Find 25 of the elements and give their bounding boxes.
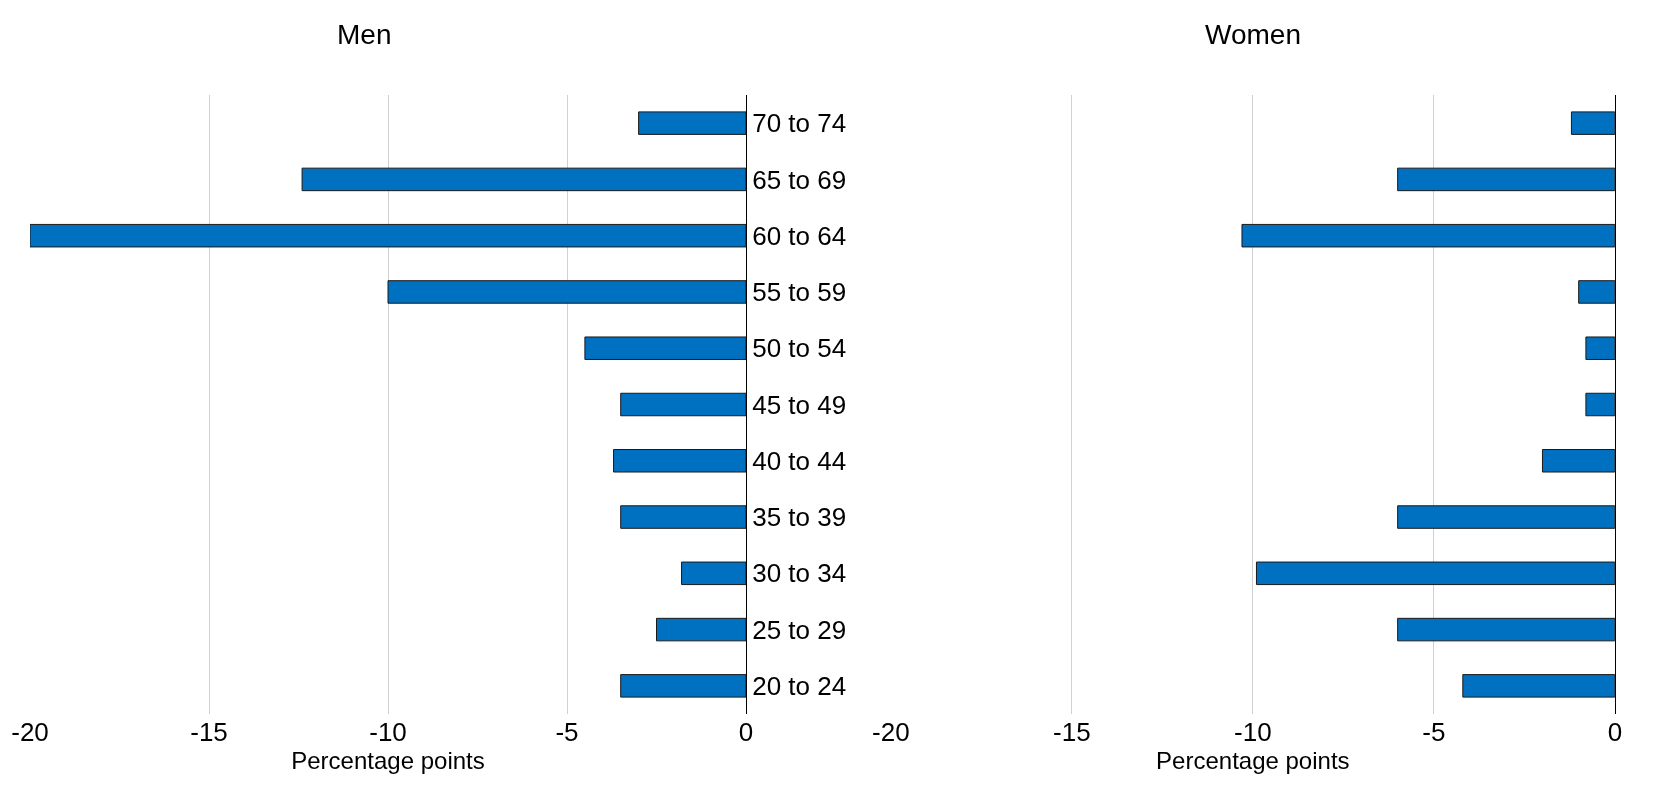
y-tick-label: 50 to 54 bbox=[752, 333, 847, 364]
x-tick-label: -5 bbox=[555, 717, 579, 747]
x-axis-title: Percentage points bbox=[291, 747, 485, 774]
y-tick-label: 60 to 64 bbox=[752, 220, 847, 251]
y-tick-label: 45 to 49 bbox=[752, 389, 847, 420]
y-tick-label: 55 to 59 bbox=[752, 277, 847, 308]
chart-title: Men bbox=[337, 19, 392, 50]
x-tick-label: -15 bbox=[1053, 717, 1091, 747]
chart-title: Women bbox=[1205, 19, 1301, 50]
y-tick-label: 25 to 29 bbox=[752, 614, 847, 645]
y-tick-label: 35 to 39 bbox=[752, 502, 847, 533]
x-tick-label: -10 bbox=[1234, 717, 1272, 747]
y-tick-label: 70 to 74 bbox=[752, 108, 847, 139]
y-tick-label: 40 to 44 bbox=[752, 445, 847, 476]
x-tick-label: 0 bbox=[1607, 717, 1623, 747]
x-axis-title: Percentage points bbox=[1156, 747, 1350, 774]
x-tick-label: 0 bbox=[738, 717, 754, 747]
x-tick-label: -20 bbox=[872, 717, 910, 747]
x-tick-label: -20 bbox=[11, 717, 49, 747]
x-tick-label: -5 bbox=[1422, 717, 1446, 747]
y-tick-label: 30 to 34 bbox=[752, 558, 847, 589]
x-tick-label: -10 bbox=[369, 717, 407, 747]
y-tick-label: 65 to 69 bbox=[752, 164, 847, 195]
y-tick-label: 20 to 24 bbox=[752, 670, 847, 701]
x-tick-label: -15 bbox=[190, 717, 228, 747]
